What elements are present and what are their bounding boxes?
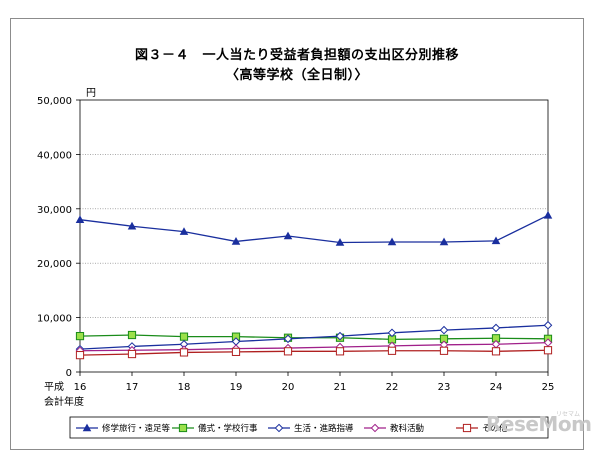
- x-tick-label: 16: [74, 382, 87, 393]
- data-point: [283, 231, 293, 240]
- data-point: [387, 328, 397, 338]
- x-axis-label-fiscal-year: 会計年度: [44, 395, 84, 408]
- legend-marker: [462, 423, 472, 433]
- legend-label: 修学旅行・遠足等: [102, 423, 171, 434]
- series-3: [75, 320, 553, 354]
- data-point: [179, 332, 189, 341]
- series-line: [79, 341, 549, 352]
- data-point: [335, 347, 345, 356]
- y-tick-label: 0: [66, 368, 72, 379]
- resemom-logo-kana: リセマム: [556, 411, 581, 418]
- data-point: [439, 237, 449, 246]
- legend-label: 教科活動: [390, 423, 424, 434]
- legend-item: 生活・進路指導: [268, 423, 354, 434]
- data-point: [283, 347, 293, 356]
- data-point: [543, 210, 553, 219]
- x-tick-label: 25: [542, 382, 555, 393]
- legend-marker: [370, 423, 380, 433]
- legend: 修学旅行・遠足等 儀式・学校行事 生活・進路指導 教科活動 その他: [69, 416, 549, 439]
- y-axis-unit-label: 円: [86, 88, 96, 99]
- data-point: [439, 325, 449, 335]
- data-point: [179, 227, 189, 235]
- data-point: [75, 215, 85, 223]
- chart-subtitle: 〈高等学校（全日制）〉: [225, 68, 368, 83]
- data-point: [231, 347, 241, 356]
- x-axis-label-era: 平成: [44, 381, 64, 393]
- data-point: [387, 346, 397, 355]
- data-point: [75, 331, 85, 341]
- data-point: [491, 236, 501, 245]
- x-tick-label: 21: [334, 382, 347, 393]
- y-tick-label: 50,000: [37, 96, 72, 107]
- x-tick-label: 24: [490, 382, 503, 393]
- plot-area: [79, 99, 549, 373]
- chart-frame: [10, 18, 584, 450]
- legend-label: 儀式・学校行事: [198, 423, 258, 434]
- series-1: [75, 210, 553, 246]
- data-point: [231, 237, 241, 245]
- legend-label: 生活・進路指導: [294, 423, 354, 434]
- series-lines: [75, 210, 553, 360]
- data-point: [127, 330, 137, 340]
- legend-marker: [82, 423, 92, 432]
- data-point: [491, 347, 501, 356]
- data-point: [75, 351, 85, 360]
- gridlines: [80, 154, 548, 318]
- x-tick-label: 18: [178, 382, 191, 393]
- data-point: [127, 221, 137, 230]
- legend-box: [69, 416, 549, 439]
- x-tick-label: 22: [386, 382, 399, 393]
- resemom-logo: ReseMom: [486, 412, 592, 436]
- series-5: [75, 346, 553, 360]
- legend-label: その他: [482, 423, 508, 434]
- legend-item: その他: [456, 423, 508, 434]
- data-point: [335, 238, 345, 246]
- data-point: [439, 346, 449, 355]
- data-point: [127, 349, 137, 359]
- series-line: [79, 324, 549, 350]
- data-point: [179, 348, 189, 357]
- x-tick-label: 17: [126, 382, 139, 393]
- data-point: [283, 334, 293, 344]
- y-tick-label: 10,000: [37, 314, 72, 325]
- data-point: [543, 320, 553, 330]
- chart-title: 図３－４ 一人当たり受益者負担額の支出区分別推移: [134, 48, 459, 63]
- x-tick-label: 19: [230, 382, 243, 393]
- y-axis-ticks: 0 10,000 20,000 30,000 40,000 50,000: [37, 96, 80, 379]
- legend-item: 教科活動: [364, 423, 424, 434]
- legend-marker: [178, 423, 188, 433]
- data-point: [335, 331, 345, 341]
- y-tick-label: 20,000: [37, 259, 72, 270]
- series-line: [79, 214, 549, 244]
- y-tick-label: 30,000: [37, 205, 72, 216]
- series-line: [79, 349, 549, 356]
- x-axis-ticks: 16 17 18 19 20 21 22 23 24 25: [74, 372, 555, 393]
- data-point: [491, 323, 501, 333]
- y-tick-label: 40,000: [37, 150, 72, 161]
- legend-marker: [274, 423, 284, 433]
- data-point: [543, 346, 553, 355]
- x-tick-label: 23: [438, 382, 451, 393]
- legend-item: 修学旅行・遠足等: [76, 423, 171, 434]
- data-point: [387, 237, 397, 246]
- legend-item: 儀式・学校行事: [172, 423, 258, 434]
- series-4: [75, 338, 553, 356]
- x-tick-label: 20: [282, 382, 295, 393]
